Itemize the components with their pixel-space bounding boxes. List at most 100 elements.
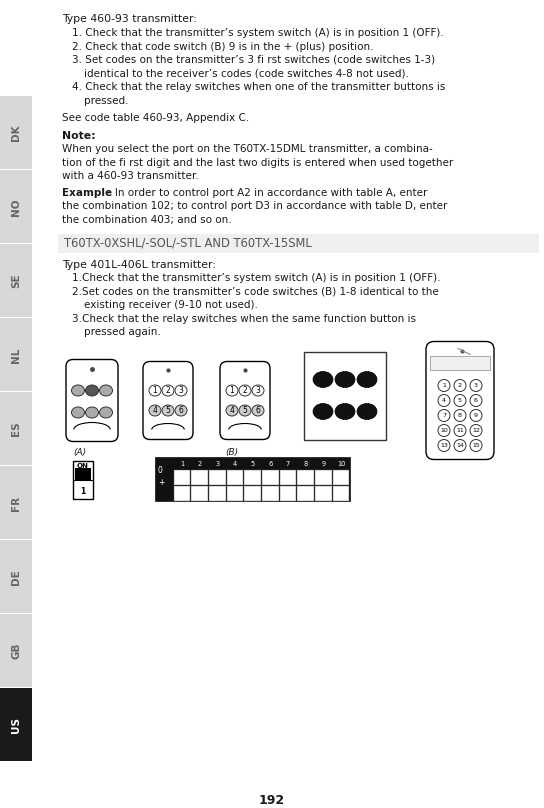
Ellipse shape xyxy=(470,440,482,452)
Bar xyxy=(304,351,386,440)
FancyBboxPatch shape xyxy=(66,360,118,441)
Ellipse shape xyxy=(85,407,98,418)
Ellipse shape xyxy=(454,424,466,436)
Text: 1: 1 xyxy=(153,386,157,395)
Text: FR: FR xyxy=(11,495,21,511)
Bar xyxy=(244,486,261,500)
Text: 3: 3 xyxy=(474,383,478,388)
Ellipse shape xyxy=(357,403,377,419)
Bar xyxy=(0,318,32,391)
Text: 1: 1 xyxy=(442,383,446,388)
Text: 4: 4 xyxy=(442,398,446,403)
Text: 4: 4 xyxy=(152,406,157,415)
Bar xyxy=(280,469,296,485)
Text: 2: 2 xyxy=(458,383,462,388)
Bar xyxy=(209,469,226,485)
Text: 2.Set codes on the transmitter’s code switches (B) 1-8 identical to the: 2.Set codes on the transmitter’s code sw… xyxy=(72,287,439,297)
Ellipse shape xyxy=(438,424,450,436)
Text: 1: 1 xyxy=(180,461,184,466)
Bar xyxy=(430,356,490,369)
Text: 192: 192 xyxy=(259,794,285,807)
Text: 9: 9 xyxy=(322,461,325,466)
Text: US: US xyxy=(11,717,21,733)
Ellipse shape xyxy=(175,405,187,416)
Text: 2: 2 xyxy=(197,461,202,466)
Text: Example: Example xyxy=(62,187,112,197)
Ellipse shape xyxy=(175,385,187,396)
FancyBboxPatch shape xyxy=(426,342,494,460)
Text: 4: 4 xyxy=(233,461,237,466)
Text: Note:: Note: xyxy=(62,131,96,141)
Text: 6: 6 xyxy=(268,461,273,466)
Ellipse shape xyxy=(335,403,355,419)
Ellipse shape xyxy=(470,410,482,422)
Text: 4. Check that the relay switches when one of the transmitter buttons is: 4. Check that the relay switches when on… xyxy=(72,82,446,92)
Ellipse shape xyxy=(100,385,113,396)
Bar xyxy=(298,486,314,500)
Ellipse shape xyxy=(454,380,466,392)
Text: pressed.: pressed. xyxy=(84,95,128,106)
Text: 2: 2 xyxy=(243,386,248,395)
Text: 5: 5 xyxy=(458,398,462,403)
Bar xyxy=(75,468,91,481)
Ellipse shape xyxy=(100,407,113,418)
Bar xyxy=(333,486,349,500)
Text: 2: 2 xyxy=(165,386,170,395)
Ellipse shape xyxy=(71,385,84,396)
Bar xyxy=(227,469,243,485)
Ellipse shape xyxy=(454,410,466,422)
Text: 10: 10 xyxy=(337,461,345,466)
Text: 6: 6 xyxy=(178,406,183,415)
Bar xyxy=(191,469,208,485)
Text: 3. Set codes on the transmitter’s 3 fi rst switches (code switches 1-3): 3. Set codes on the transmitter’s 3 fi r… xyxy=(72,55,435,65)
Bar xyxy=(0,540,32,613)
Text: 1: 1 xyxy=(230,386,234,395)
Ellipse shape xyxy=(470,394,482,406)
Text: 8: 8 xyxy=(458,413,462,418)
Text: +: + xyxy=(158,478,164,487)
Ellipse shape xyxy=(313,372,333,388)
Text: Type 401L-406L transmitter:: Type 401L-406L transmitter: xyxy=(62,260,216,270)
Text: 4: 4 xyxy=(230,406,234,415)
Text: 1. Check that the transmitter’s system switch (A) is in position 1 (OFF).: 1. Check that the transmitter’s system s… xyxy=(72,28,444,38)
Text: SE: SE xyxy=(11,274,21,288)
Text: 3: 3 xyxy=(256,386,261,395)
Text: NL: NL xyxy=(11,347,21,363)
Ellipse shape xyxy=(239,405,251,416)
Text: existing receiver (9-10 not used).: existing receiver (9-10 not used). xyxy=(84,300,258,310)
Bar xyxy=(262,469,279,485)
Bar xyxy=(298,469,314,485)
Text: 2. Check that code switch (B) 9 is in the + (plus) position.: 2. Check that code switch (B) 9 is in th… xyxy=(72,41,374,52)
Text: When you select the port on the T60TX-15DML transmitter, a combina-: When you select the port on the T60TX-15… xyxy=(62,144,432,154)
Text: ON: ON xyxy=(77,462,89,469)
Bar xyxy=(0,96,32,169)
Ellipse shape xyxy=(162,385,174,396)
Bar xyxy=(0,688,32,761)
Bar xyxy=(280,486,296,500)
Bar xyxy=(0,466,32,539)
Bar xyxy=(0,170,32,243)
Bar xyxy=(315,486,332,500)
Text: DK: DK xyxy=(11,124,21,141)
Bar xyxy=(191,486,208,500)
Text: identical to the receiver’s codes (code switches 4-8 not used).: identical to the receiver’s codes (code … xyxy=(84,69,409,78)
Text: with a 460-93 transmitter.: with a 460-93 transmitter. xyxy=(62,171,199,181)
Bar xyxy=(333,469,349,485)
Ellipse shape xyxy=(470,424,482,436)
Text: 14: 14 xyxy=(456,443,464,448)
Ellipse shape xyxy=(357,372,377,388)
Text: 5: 5 xyxy=(165,406,170,415)
Text: pressed again.: pressed again. xyxy=(84,327,160,337)
Ellipse shape xyxy=(470,380,482,392)
Text: 6: 6 xyxy=(474,398,478,403)
Ellipse shape xyxy=(149,385,161,396)
Text: See code table 460-93, Appendix C.: See code table 460-93, Appendix C. xyxy=(62,113,249,123)
Text: 13: 13 xyxy=(440,443,448,448)
Ellipse shape xyxy=(252,405,264,416)
Ellipse shape xyxy=(149,405,161,416)
Ellipse shape xyxy=(85,385,98,396)
Ellipse shape xyxy=(454,394,466,406)
Ellipse shape xyxy=(454,440,466,452)
Bar xyxy=(0,244,32,317)
Text: 5: 5 xyxy=(243,406,248,415)
